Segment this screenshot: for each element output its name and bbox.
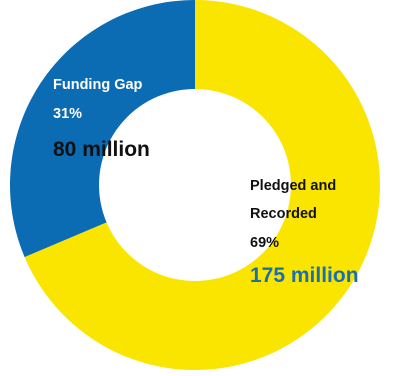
- slice-label-pledged-line2: Recorded: [250, 206, 317, 222]
- slice-label-pledged-line1: Pledged and: [250, 178, 336, 194]
- slice-amount-pledged: 175 million: [250, 264, 359, 287]
- slice-label-funding-gap: Funding Gap: [53, 77, 143, 93]
- donut-hole: [99, 89, 291, 281]
- slice-percent-pledged: 69%: [250, 235, 279, 251]
- slice-percent-funding-gap: 31%: [53, 106, 82, 122]
- slice-amount-funding-gap: 80 million: [53, 138, 150, 161]
